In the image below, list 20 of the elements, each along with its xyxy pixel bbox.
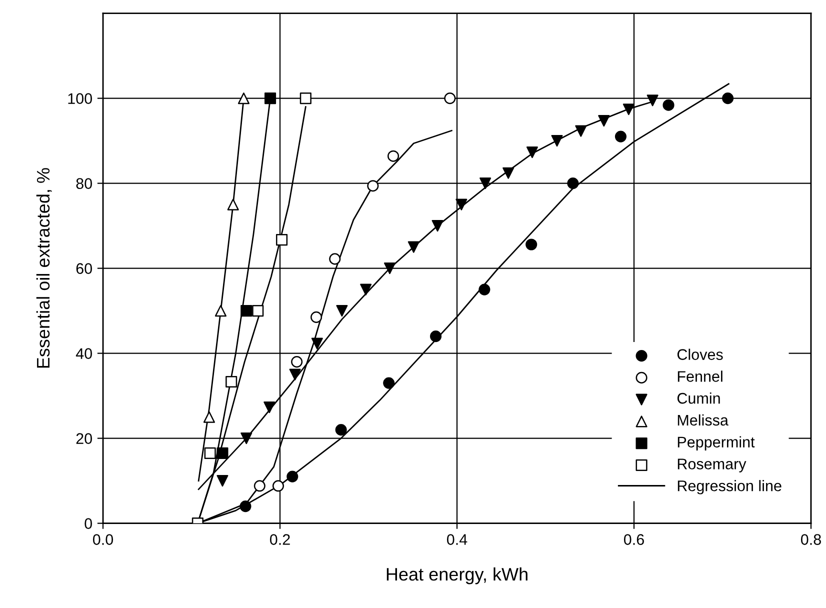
y-tick-label: 20 xyxy=(76,433,92,444)
x-axis-title: Heat energy, kWh xyxy=(386,567,528,584)
y-tick-label: 60 xyxy=(76,263,92,274)
y-tick-label: 100 xyxy=(68,93,92,104)
y-axis-title: Essential oil extracted, % xyxy=(36,168,52,368)
y-tick-label: 40 xyxy=(76,348,92,359)
legend-label: Peppermint xyxy=(678,436,755,451)
legend-label: Fennel xyxy=(678,370,722,382)
y-tick-label: 80 xyxy=(76,178,92,189)
y-tick-label: 0 xyxy=(84,518,92,529)
legend-label: Cloves xyxy=(677,348,723,360)
x-tick-label: 0.8 xyxy=(800,534,821,545)
x-tick-label: 0.6 xyxy=(624,534,644,545)
x-tick-label: 0.4 xyxy=(446,534,468,545)
legend-label: Melissa xyxy=(678,414,728,426)
legend-label: Cumin xyxy=(677,392,720,404)
x-tick-label: 0.2 xyxy=(270,534,290,545)
x-tick-label: 0.0 xyxy=(92,534,114,545)
legend-label: Rosemary xyxy=(678,458,746,472)
legend-label: Regression line xyxy=(678,480,782,494)
